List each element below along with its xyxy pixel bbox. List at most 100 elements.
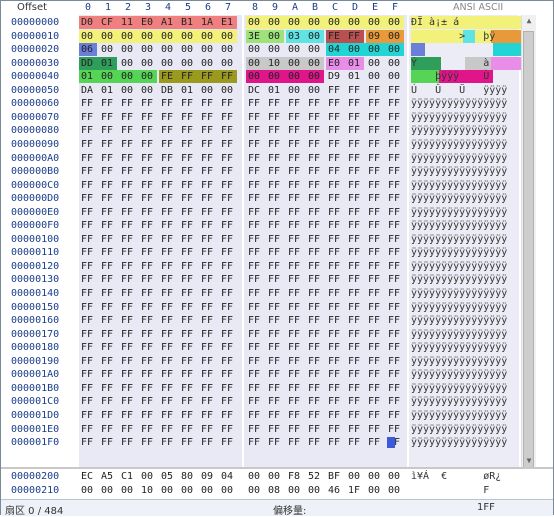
hex-byte[interactable]: FF (81, 125, 94, 137)
hex-byte[interactable]: FF (368, 342, 381, 354)
hex-byte[interactable]: FF (101, 328, 114, 340)
ascii-text[interactable]: ÿÿÿÿÿÿÿÿÿÿÿÿÿÿÿÿ (411, 193, 508, 205)
hex-byte[interactable]: FF (368, 179, 381, 191)
hex-byte[interactable]: FF (141, 274, 154, 286)
hex-byte[interactable]: FF (268, 301, 281, 313)
hex-byte[interactable]: FF (308, 288, 321, 299)
hex-byte[interactable]: FF (141, 301, 154, 313)
hex-byte[interactable]: FF (101, 179, 114, 191)
hex-byte[interactable]: FF (388, 355, 401, 367)
hex-byte[interactable]: FF (348, 233, 361, 245)
hex-byte[interactable]: FF (268, 382, 281, 394)
hex-byte[interactable]: FF (221, 382, 234, 394)
hex-byte[interactable]: FF (328, 233, 341, 245)
hex-byte[interactable]: FF (161, 193, 174, 205)
hex-byte[interactable]: FF (348, 98, 361, 110)
hex-byte[interactable]: BF (328, 471, 341, 482)
hex-byte[interactable]: 00 (248, 17, 261, 28)
hex-byte[interactable]: FF (268, 315, 281, 327)
hex-byte[interactable]: 01 (348, 71, 361, 83)
hex-byte[interactable]: 00 (348, 17, 361, 28)
hex-byte[interactable]: FF (141, 206, 154, 218)
hex-byte[interactable]: FF (268, 233, 281, 245)
hex-byte[interactable]: FF (388, 84, 401, 96)
hex-byte[interactable]: FF (101, 315, 114, 327)
hex-byte[interactable]: DC (248, 84, 261, 96)
hex-byte[interactable]: FF (368, 423, 381, 435)
hex-byte[interactable]: FF (288, 355, 301, 367)
hex-byte[interactable]: FF (348, 369, 361, 381)
hex-byte[interactable]: FF (121, 111, 134, 123)
hex-byte[interactable]: FF (288, 288, 301, 299)
hex-byte[interactable]: FF (201, 220, 214, 232)
hex-byte[interactable]: FF (288, 138, 301, 150)
hex-byte[interactable]: E1 (221, 17, 234, 28)
hex-byte[interactable]: FF (181, 342, 194, 354)
hex-byte[interactable]: FF (181, 193, 194, 205)
hex-byte[interactable]: FF (288, 206, 301, 218)
hex-byte[interactable]: FF (388, 274, 401, 286)
hex-byte[interactable]: FF (268, 193, 281, 205)
hex-byte[interactable]: FF (101, 369, 114, 381)
hex-byte[interactable]: FF (181, 288, 194, 299)
hex-byte[interactable]: FF (368, 288, 381, 299)
hex-byte[interactable]: 00 (268, 44, 281, 56)
hex-byte[interactable]: FF (161, 166, 174, 178)
hex-byte[interactable]: FF (368, 396, 381, 408)
hex-byte[interactable]: FF (181, 315, 194, 327)
hex-byte[interactable]: FF (328, 138, 341, 150)
hex-byte[interactable]: FF (81, 355, 94, 367)
hex-byte[interactable]: FF (308, 409, 321, 421)
hex-byte[interactable]: FF (248, 355, 261, 367)
hex-byte[interactable]: FF (161, 301, 174, 313)
hex-byte[interactable]: 01 (348, 57, 361, 69)
hex-byte[interactable]: FF (388, 206, 401, 218)
hex-byte[interactable]: FF (388, 220, 401, 232)
hex-byte[interactable]: FF (81, 193, 94, 205)
hex-byte[interactable]: FF (268, 98, 281, 110)
hex-byte[interactable]: FF (368, 84, 381, 96)
hex-byte[interactable]: FF (221, 328, 234, 340)
hex-byte[interactable]: FF (268, 423, 281, 435)
hex-byte[interactable]: FF (201, 71, 214, 83)
hex-byte[interactable]: FF (101, 247, 114, 259)
ascii-text[interactable]: ÿÿÿÿÿÿÿÿÿÿÿÿÿÿÿÿ (411, 152, 508, 164)
hex-byte[interactable]: DD (81, 57, 94, 69)
hex-byte[interactable]: FF (221, 152, 234, 164)
hex-byte[interactable]: FF (81, 111, 94, 123)
hex-byte[interactable]: FF (348, 220, 361, 232)
hex-byte[interactable]: FF (328, 342, 341, 354)
hex-byte[interactable]: FF (348, 409, 361, 421)
hex-byte[interactable]: FF (348, 437, 361, 449)
ascii-text[interactable]: ÿÿÿÿÿÿÿÿÿÿÿÿÿÿÿÿ (411, 382, 508, 394)
hex-byte[interactable]: FF (161, 233, 174, 245)
hex-byte[interactable]: FF (221, 396, 234, 408)
hex-byte[interactable]: FF (268, 369, 281, 381)
hex-byte[interactable]: FF (268, 274, 281, 286)
hex-byte[interactable]: 00 (308, 484, 321, 496)
hex-byte[interactable]: 00 (248, 57, 261, 69)
hex-byte[interactable]: F8 (288, 471, 301, 482)
hex-byte[interactable]: FF (268, 138, 281, 150)
hex-byte[interactable]: FF (388, 125, 401, 137)
hex-byte[interactable]: FF (248, 247, 261, 259)
hex-byte[interactable]: FF (101, 396, 114, 408)
hex-byte[interactable]: FF (161, 369, 174, 381)
hex-byte[interactable]: FF (161, 125, 174, 137)
hex-byte[interactable]: FF (81, 396, 94, 408)
hex-byte[interactable]: 00 (308, 57, 321, 69)
hex-byte[interactable]: FF (268, 409, 281, 421)
hex-byte[interactable]: FF (81, 342, 94, 354)
hex-byte[interactable]: FF (141, 220, 154, 232)
hex-byte[interactable]: FF (328, 382, 341, 394)
ascii-text[interactable]: F (411, 484, 508, 496)
hex-byte[interactable]: 00 (248, 471, 261, 482)
ascii-text[interactable]: ÿÿÿÿÿÿÿÿÿÿÿÿÿÿÿÿ (411, 437, 508, 449)
hex-byte[interactable]: FF (201, 288, 214, 299)
hex-byte[interactable]: FF (81, 423, 94, 435)
hex-byte[interactable]: FF (221, 409, 234, 421)
hex-byte[interactable]: FF (81, 288, 94, 299)
hex-byte[interactable]: 46 (328, 484, 341, 496)
hex-byte[interactable]: FF (141, 342, 154, 354)
hex-byte[interactable]: FF (268, 260, 281, 272)
